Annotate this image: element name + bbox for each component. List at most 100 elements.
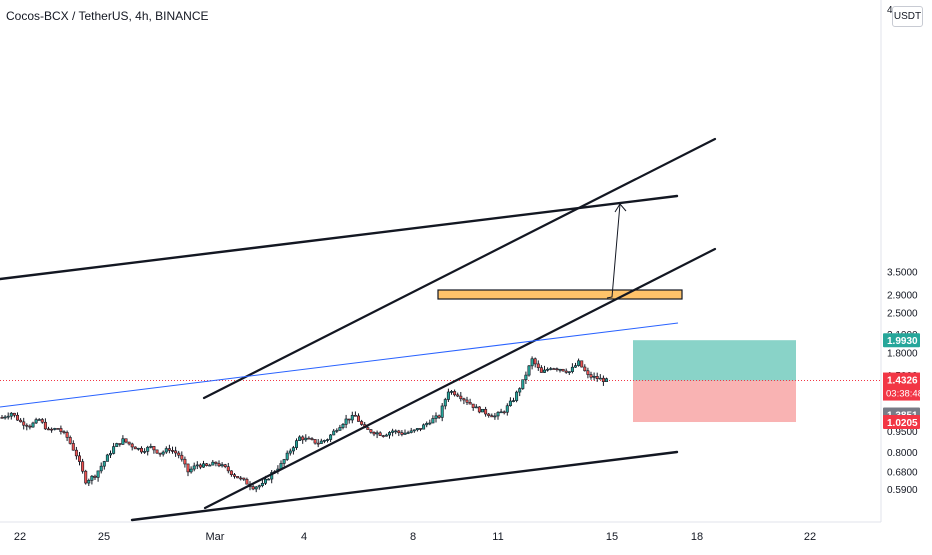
candle-body xyxy=(511,400,515,402)
candle-body xyxy=(93,475,97,478)
candle-body xyxy=(62,431,66,433)
candle-body xyxy=(313,439,317,444)
candle-body xyxy=(397,430,401,433)
candle-body xyxy=(158,452,162,455)
candle-body xyxy=(400,432,404,435)
candle-body xyxy=(288,450,292,454)
target-price-badge-bg xyxy=(883,333,920,348)
countdown-timer: 03:38:48 xyxy=(886,389,923,400)
candle-body xyxy=(499,411,503,414)
candle-body xyxy=(177,452,181,456)
price-tick-label: 0.8000 xyxy=(887,448,918,459)
candle-body xyxy=(50,428,54,431)
candle-body xyxy=(406,432,410,434)
candle-body xyxy=(580,360,584,368)
candle-body xyxy=(369,429,373,433)
current-price-badge: 1.4326 xyxy=(887,376,918,387)
candle-body xyxy=(490,415,494,418)
blue-trendline xyxy=(0,322,679,408)
time-tick-label: 4 xyxy=(301,531,307,543)
candle-body xyxy=(115,443,119,447)
candle-body xyxy=(341,424,345,428)
candle-body xyxy=(453,391,457,396)
candle-body xyxy=(595,376,599,379)
candle-body xyxy=(329,434,333,440)
candle-body xyxy=(310,438,314,440)
stop-price-badge-bg xyxy=(883,415,920,430)
candle-body xyxy=(171,450,175,452)
candle-body xyxy=(186,463,190,473)
candle-body xyxy=(604,378,608,382)
candle-body xyxy=(325,439,329,441)
candle-body xyxy=(31,422,35,428)
candle-body xyxy=(19,419,23,423)
time-tick-label: 11 xyxy=(492,531,503,543)
candle-body xyxy=(459,395,463,400)
candle-body xyxy=(74,449,78,457)
trend-drawings[interactable] xyxy=(0,137,717,522)
candle-body xyxy=(9,412,13,417)
price-tick-label: 0.6800 xyxy=(887,468,918,479)
candle-body xyxy=(515,391,519,401)
candle-body xyxy=(260,482,264,486)
currency-badge[interactable]: USDT xyxy=(892,6,923,27)
candle-body xyxy=(487,413,491,416)
candle-body xyxy=(564,370,568,373)
candle-body xyxy=(456,394,460,397)
time-tick-label: 22 xyxy=(804,531,816,543)
candle-body xyxy=(437,415,441,418)
candle-body xyxy=(183,458,187,465)
candle-body xyxy=(577,360,581,366)
candle-body xyxy=(124,438,128,443)
candle-body xyxy=(586,370,590,375)
candle-body xyxy=(40,419,44,423)
candle-body xyxy=(542,369,546,373)
candle-body xyxy=(164,448,168,453)
candle-body xyxy=(598,377,602,380)
candle-body xyxy=(208,464,212,467)
candle-body xyxy=(205,463,209,466)
candle-body xyxy=(121,438,125,445)
candle-body xyxy=(251,486,255,490)
candle-body xyxy=(536,363,540,368)
candle-body xyxy=(561,368,565,372)
position-zones[interactable] xyxy=(0,289,881,423)
price-tick-label: 2.5000 xyxy=(887,308,918,319)
candle-body xyxy=(316,442,320,445)
candle-body xyxy=(533,358,537,365)
candle-body xyxy=(552,368,556,370)
candle-body xyxy=(12,412,16,416)
candle-body xyxy=(68,437,72,444)
candle-body xyxy=(53,428,57,430)
candle-body xyxy=(381,435,385,437)
candle-body xyxy=(493,415,497,418)
candle-body xyxy=(549,368,553,370)
candle-body xyxy=(220,464,224,467)
candle-body xyxy=(462,398,466,401)
candle-body xyxy=(322,440,326,442)
candle-body xyxy=(570,366,574,372)
candle-body xyxy=(360,421,364,425)
candle-body xyxy=(174,450,178,454)
candle-body xyxy=(236,476,240,479)
candle-body xyxy=(412,429,416,432)
candle-body xyxy=(353,414,357,417)
candle-body xyxy=(257,485,261,488)
chart-title: Cocos-BCX / TetherUS, 4h, BINANCE xyxy=(6,9,209,23)
candle-body xyxy=(431,418,435,424)
candle-body xyxy=(133,446,137,450)
candle-body xyxy=(233,474,237,477)
candle-body xyxy=(301,436,305,441)
candle-body xyxy=(149,446,153,448)
candle-body xyxy=(112,446,116,454)
candle-body xyxy=(567,371,571,373)
time-tick-label: 22 xyxy=(14,531,26,543)
candle-body xyxy=(198,464,202,468)
candle-body xyxy=(192,465,196,470)
candle-body xyxy=(102,461,106,467)
candle-body xyxy=(180,454,184,460)
candle-body xyxy=(443,399,447,407)
candle-body xyxy=(298,436,302,441)
support-zone-box xyxy=(437,289,683,300)
